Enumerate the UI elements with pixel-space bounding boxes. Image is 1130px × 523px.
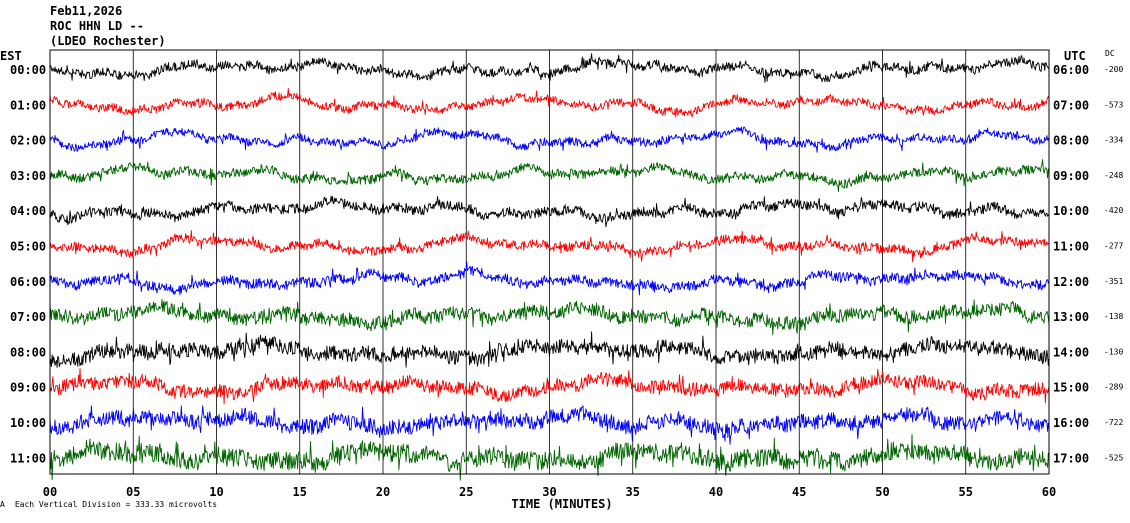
utc-hour-labels: 06:00 07:00 08:00 09:00 10:00 11:00 12:00 13:00… [1053, 63, 1089, 465]
est-hour-label: 05:00 [10, 240, 46, 254]
x-axis-title: TIME (MINUTES) [511, 497, 612, 511]
dc-axis-title: DC [1105, 49, 1115, 58]
est-hour-label: 08:00 [10, 345, 46, 359]
trace-1000 [49, 405, 1050, 445]
trace-0500 [49, 230, 1050, 263]
dc-offset-label: -420 [1104, 206, 1123, 215]
dc-offset-label: -289 [1104, 383, 1123, 392]
dc-offset-label: -200 [1104, 65, 1123, 74]
x-tick-label: 00 [43, 485, 57, 499]
time-gridlines [132, 50, 967, 474]
est-hour-label: 00:00 [10, 63, 46, 77]
utc-hour-label: 12:00 [1053, 275, 1089, 289]
utc-hour-label: 13:00 [1053, 310, 1089, 324]
x-tick-label: 10 [209, 485, 223, 499]
header-location: (LDEO Rochester) [50, 34, 166, 48]
footer-mark: A [0, 500, 5, 509]
x-tick-labels: 00 05 10 15 20 25 30 35 40 45 50 55 60 [43, 485, 1056, 499]
dc-offset-label: -130 [1104, 347, 1123, 356]
trace-0700 [49, 299, 1050, 336]
seismic-traces [49, 53, 1050, 481]
utc-hour-label: 14:00 [1053, 345, 1089, 359]
x-tick-label: 30 [542, 485, 556, 499]
footer-scale-text: Each Vertical Division = 333.33 microvol… [14, 500, 218, 509]
dc-offset-label: -573 [1104, 100, 1123, 109]
dc-offset-label: -722 [1104, 418, 1123, 427]
footer-scale-note: A Each Vertical Division = 333.33 microvo… [0, 500, 217, 509]
est-hour-label: 04:00 [10, 204, 46, 218]
est-hour-label: 07:00 [10, 310, 46, 324]
est-axis-title: EST [0, 49, 22, 63]
x-tick-label: 35 [626, 485, 640, 499]
utc-hour-label: 16:00 [1053, 416, 1089, 430]
est-hour-labels: 00:00 01:00 02:00 03:00 04:00 05:00 06:00 07:00… [10, 63, 46, 465]
dc-offset-label: -277 [1104, 242, 1123, 251]
header-station: ROC HHN LD -- [50, 19, 144, 33]
x-tick-label: 25 [459, 485, 473, 499]
utc-hour-label: 08:00 [1053, 134, 1089, 148]
est-hour-label: 10:00 [10, 416, 46, 430]
est-hour-label: 02:00 [10, 134, 46, 148]
header-date: Feb11,2026 [50, 4, 123, 18]
trace-0800 [49, 331, 1050, 368]
utc-hour-label: 06:00 [1053, 63, 1089, 77]
utc-hour-label: 17:00 [1053, 451, 1089, 465]
x-tick-label: 60 [1042, 485, 1056, 499]
trace-0000 [49, 53, 1050, 83]
x-tick-label: 55 [959, 485, 973, 499]
est-hour-label: 11:00 [10, 451, 46, 465]
dc-offset-label: -525 [1104, 453, 1123, 462]
trace-0200 [49, 126, 1050, 153]
utc-axis-title: UTC [1064, 49, 1086, 63]
dc-offset-label: -248 [1104, 171, 1123, 180]
x-tick-label: 40 [709, 485, 723, 499]
dc-offset-label: -138 [1104, 312, 1123, 321]
dc-offset-label: -334 [1104, 136, 1123, 145]
x-tick-label: 15 [293, 485, 307, 499]
est-hour-label: 01:00 [10, 98, 46, 112]
trace-0900 [49, 367, 1050, 405]
x-tick-label: 45 [792, 485, 806, 499]
trace-0600 [49, 261, 1050, 296]
est-hour-label: 03:00 [10, 169, 46, 183]
trace-0400 [49, 195, 1050, 228]
utc-hour-label: 10:00 [1053, 204, 1089, 218]
trace-0100 [49, 88, 1050, 118]
dc-offset-labels: -200 -573 -334 -248 -420 -277 -351 -138 -130 -289… [1104, 65, 1123, 462]
x-tick-label: 20 [376, 485, 390, 499]
trace-0300 [49, 159, 1050, 193]
est-hour-label: 06:00 [10, 275, 46, 289]
utc-hour-label: 15:00 [1053, 381, 1089, 395]
trace-1100 [49, 434, 1050, 481]
utc-hour-label: 09:00 [1053, 169, 1089, 183]
dc-offset-label: -351 [1104, 277, 1123, 286]
plot-frame [49, 49, 1050, 475]
utc-hour-label: 11:00 [1053, 240, 1089, 254]
x-tick-label: 05 [126, 485, 140, 499]
utc-hour-label: 07:00 [1053, 98, 1089, 112]
est-hour-label: 09:00 [10, 381, 46, 395]
x-tick-label: 50 [875, 485, 889, 499]
